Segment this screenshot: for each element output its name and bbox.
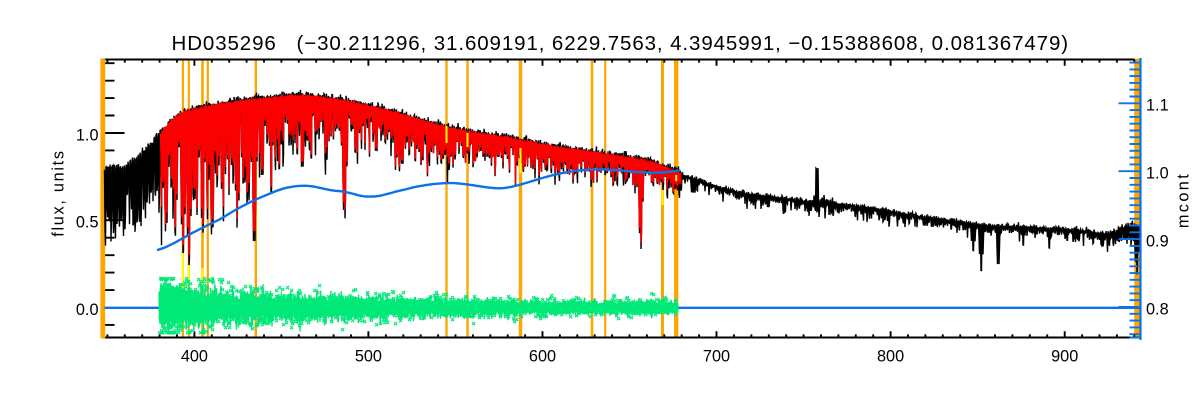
svg-text:0.0: 0.0 xyxy=(76,301,99,319)
svg-text:0.9: 0.9 xyxy=(1146,232,1169,250)
svg-text:800: 800 xyxy=(877,347,904,365)
svg-text:HD035296 (−30.211296, 31.609: HD035296 (−30.211296, 31.609191, 6229.75… xyxy=(172,32,1069,55)
svg-text:flux, units: flux, units xyxy=(50,149,68,236)
svg-text:700: 700 xyxy=(703,347,730,365)
svg-text:0.8: 0.8 xyxy=(1146,300,1169,318)
svg-text:mcont: mcont xyxy=(1175,172,1193,228)
svg-text:0.5: 0.5 xyxy=(76,214,99,232)
svg-text:1.0: 1.0 xyxy=(76,126,99,144)
svg-text:500: 500 xyxy=(355,347,382,365)
svg-text:1.0: 1.0 xyxy=(1146,165,1169,183)
svg-text:1.1: 1.1 xyxy=(1146,97,1169,115)
svg-text:600: 600 xyxy=(529,347,556,365)
svg-text:900: 900 xyxy=(1051,347,1078,365)
svg-text:400: 400 xyxy=(181,347,208,365)
